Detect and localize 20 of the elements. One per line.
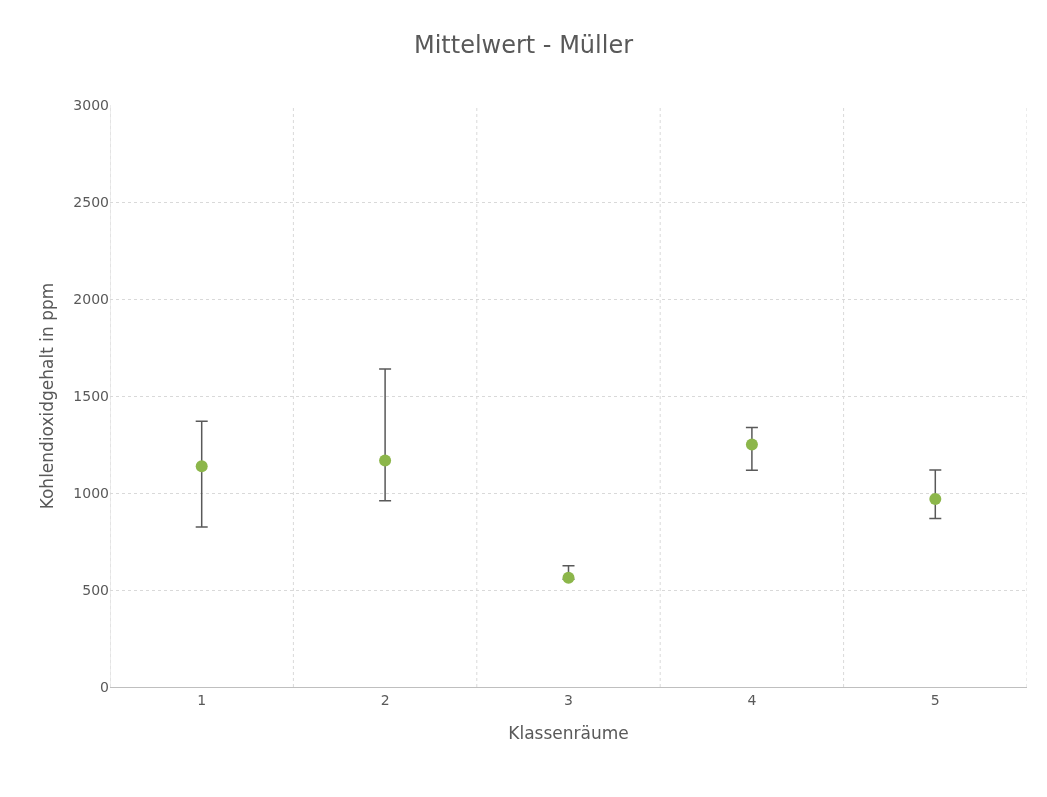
x-tick-label: 3: [564, 691, 573, 708]
x-axis-title: Klassenräume: [508, 723, 629, 744]
y-tick-label: 3000: [73, 96, 109, 113]
point: [195, 460, 208, 473]
y-tick-label: 1500: [73, 387, 109, 404]
y-tick-label: 2500: [73, 193, 109, 210]
point: [745, 438, 758, 451]
y-tick-label: 0: [100, 678, 109, 695]
x-tick-label: 4: [747, 691, 757, 708]
x-tick-label: 1: [197, 691, 207, 708]
y-axis-title: Kohlendioxidgehalt in ppm: [36, 282, 57, 510]
y-tick-label: 1000: [73, 484, 109, 501]
y-tick-label: 500: [82, 581, 109, 598]
chart-title: Mittelwert - Müller: [413, 30, 634, 59]
point: [562, 571, 575, 584]
point: [379, 454, 392, 467]
x-tick-label: 5: [930, 691, 940, 708]
point: [929, 493, 942, 505]
x-tick-label: 2: [380, 691, 390, 708]
y-tick-label: 2000: [73, 290, 109, 307]
